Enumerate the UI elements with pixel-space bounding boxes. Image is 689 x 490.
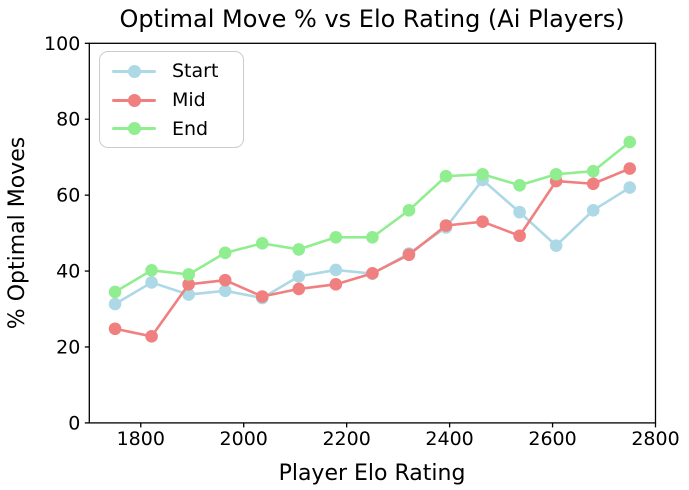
x-tick-label: 2200 (322, 428, 370, 450)
series-line-mid (113, 167, 632, 338)
x-tick-label: 2000 (220, 428, 268, 450)
legend-item-mid: Mid (112, 86, 243, 115)
x-axis-label: Player Elo Rating (279, 461, 466, 486)
x-tick-label: 2400 (425, 428, 473, 450)
x-tick-label: 2600 (528, 428, 576, 450)
legend-label-mid: Mid (172, 89, 206, 111)
data-point-mid (108, 322, 122, 336)
data-point-end (182, 268, 195, 281)
data-point-start (623, 181, 637, 194)
data-point-mid (329, 278, 343, 291)
data-point-mid (366, 267, 379, 280)
data-point-mid (439, 219, 453, 232)
start-series-swatch-icon (112, 64, 156, 78)
legend-item-start: Start (112, 57, 243, 86)
data-point-end (366, 230, 379, 244)
data-point-start (549, 239, 563, 252)
data-point-start (108, 297, 122, 311)
data-point-start (513, 205, 526, 219)
data-point-start (218, 284, 232, 298)
data-point-mid (255, 290, 269, 303)
data-point-end (292, 243, 306, 256)
legend-label-end: End (172, 117, 209, 140)
axes-spines (88, 42, 657, 424)
x-tick-label: 2800 (631, 428, 679, 450)
data-point-start (145, 276, 158, 289)
data-point-mid (292, 282, 306, 296)
y-axis-label: % Optimal Moves (5, 137, 30, 329)
data-point-end (586, 164, 600, 178)
data-point-mid (586, 177, 600, 191)
legend-item-end: End (112, 114, 243, 143)
end-series-swatch-icon (112, 122, 156, 136)
legend-label-start: Start (172, 60, 219, 83)
data-point-end (623, 135, 637, 149)
data-point-end (402, 204, 416, 217)
data-point-start (586, 204, 600, 217)
chart-title: Optimal Move % vs Elo Rating (Ai Players… (119, 5, 624, 33)
data-point-end (255, 237, 269, 250)
data-point-mid (182, 278, 195, 291)
y-tick-label: 100 (44, 33, 80, 55)
data-point-end (549, 167, 563, 181)
data-point-end (218, 246, 232, 260)
data-point-end (439, 169, 453, 183)
y-tick-label: 80 (56, 109, 80, 131)
data-point-mid (402, 248, 416, 262)
data-point-start (329, 263, 343, 277)
y-tick-label: 20 (56, 336, 80, 358)
data-point-mid (513, 229, 526, 243)
legend: Start Mid End (99, 51, 244, 148)
data-point-mid (218, 273, 232, 287)
data-point-end (145, 264, 158, 277)
y-tick-label: 40 (56, 261, 80, 283)
data-point-mid (145, 330, 158, 343)
y-tick-label: 60 (56, 185, 80, 207)
data-point-start (292, 270, 306, 283)
data-point-end (329, 230, 343, 244)
data-point-mid (476, 215, 489, 229)
y-tick-label: 0 (68, 412, 80, 434)
x-tick-label: 1800 (117, 428, 165, 450)
data-point-end (476, 167, 489, 181)
data-point-end (513, 178, 526, 192)
mid-series-swatch-icon (112, 93, 156, 107)
data-point-mid (623, 162, 637, 175)
data-point-start (182, 288, 195, 301)
data-point-end (108, 285, 122, 299)
